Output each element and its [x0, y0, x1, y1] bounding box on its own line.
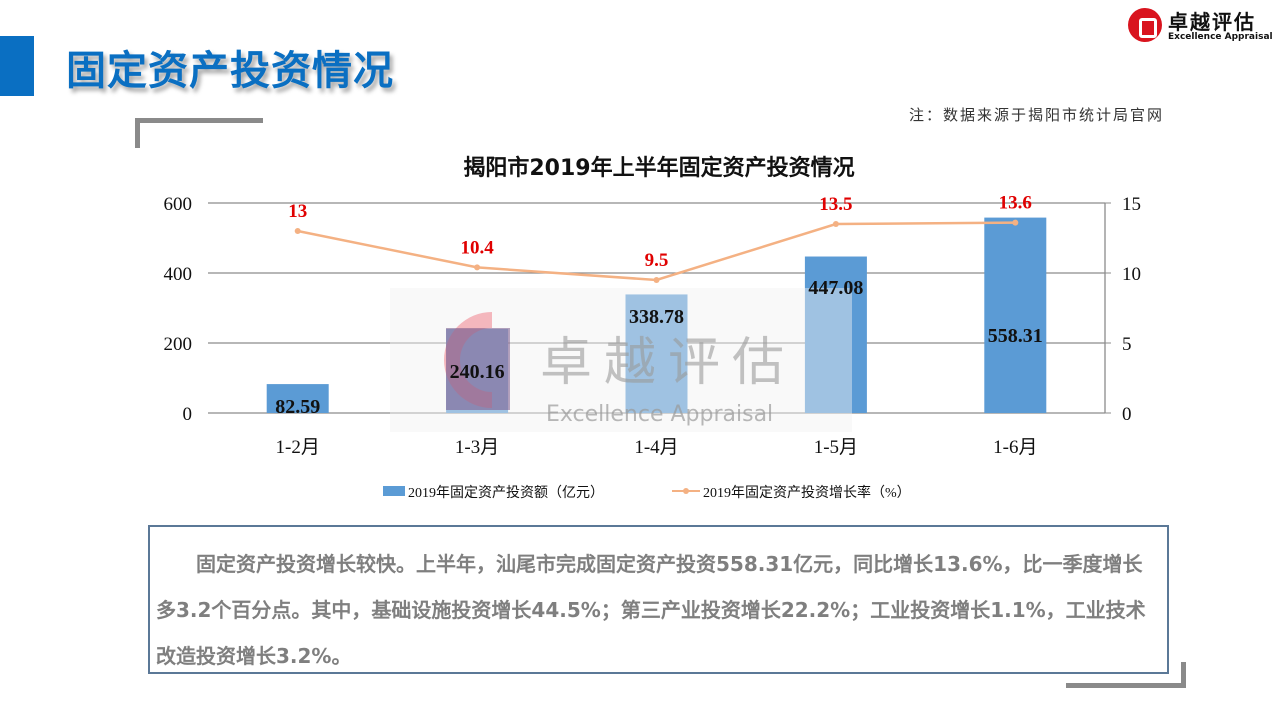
bar: [266, 384, 329, 413]
source-note: 注：数据来源于揭阳市统计局官网: [908, 106, 1164, 124]
bar-data-label: 82.59: [275, 396, 320, 418]
left-axis-tick: 0: [183, 404, 193, 425]
watermark-text-cn: 卓越评估: [540, 333, 796, 393]
summary-textbox: 固定资产投资增长较快。上半年，汕尾市完成固定资产投资558.31亿元，同比增长1…: [148, 525, 1169, 674]
page-title: 固定资产投资情况: [66, 48, 394, 94]
logo-text-cn: 卓越评估: [1168, 10, 1256, 34]
right-axis-tick: 10: [1122, 264, 1141, 285]
bar: [984, 217, 1047, 413]
bar: [625, 294, 688, 413]
line-point: [1012, 219, 1019, 226]
line-data-label: 13.6: [999, 193, 1032, 214]
legend-bar-label: 2019年固定资产投资额（亿元）: [408, 485, 604, 501]
bar-data-label: 338.78: [629, 306, 684, 328]
line-data-label: 10.4: [460, 237, 494, 258]
bar-data-label: 447.08: [808, 277, 863, 299]
logo-icon: [1128, 8, 1162, 42]
line-point: [474, 264, 481, 271]
bar: [804, 256, 867, 413]
title-accent-bar: [0, 36, 34, 96]
x-axis-tick: 1-5月: [814, 437, 858, 458]
left-axis-tick: 400: [164, 264, 193, 285]
x-axis-tick: 1-6月: [993, 437, 1037, 458]
watermark-text-en: Excellence Appraisal: [546, 402, 773, 427]
corner-decoration: [135, 118, 263, 148]
line-point: [294, 228, 301, 234]
x-axis-tick: 1-3月: [455, 437, 499, 458]
line-data-label: 9.5: [645, 250, 669, 271]
company-logo: 卓越评估 Excellence Appraisal: [1128, 6, 1273, 46]
line-point: [653, 277, 660, 283]
chart: 0 200 400 600 0 5 10 15 卓越评估 Excellence Appraisal…: [164, 193, 1142, 501]
line-point: [832, 221, 839, 227]
legend-line-label: 2019年固定资产投资增长率（%）: [703, 484, 911, 501]
chart-title: 揭阳市2019年上半年固定资产投资情况: [463, 156, 855, 181]
logo-text-en: Excellence Appraisal: [1168, 32, 1273, 42]
legend-bar-swatch: [383, 486, 405, 496]
left-axis-tick: 600: [164, 194, 193, 215]
watermark-logo-icon: [446, 328, 510, 410]
bar-data-label: 558.31: [988, 325, 1043, 347]
bar-data-label: 240.16: [450, 361, 505, 383]
x-axis-tick: 1-2月: [276, 437, 320, 458]
x-axis-tick: 1-4月: [634, 437, 678, 458]
line-data-label: 13: [288, 201, 307, 222]
left-axis-tick: 200: [164, 334, 193, 355]
line-data-label: 13.5: [819, 194, 852, 215]
right-axis-tick: 0: [1122, 404, 1132, 425]
legend-line-marker: [683, 488, 689, 494]
right-axis-tick: 5: [1122, 334, 1132, 355]
right-axis-tick: 15: [1122, 194, 1141, 215]
corner-decoration: [1066, 662, 1186, 688]
